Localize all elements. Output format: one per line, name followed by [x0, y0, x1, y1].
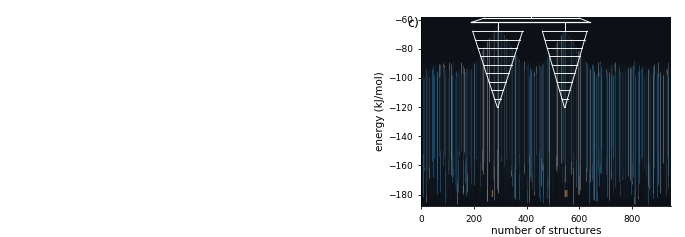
- Y-axis label: energy (kJ/mol): energy (kJ/mol): [375, 72, 386, 151]
- Text: II: II: [563, 190, 568, 199]
- X-axis label: number of structures: number of structures: [491, 226, 601, 236]
- Text: c): c): [408, 17, 419, 30]
- Text: I: I: [490, 190, 493, 199]
